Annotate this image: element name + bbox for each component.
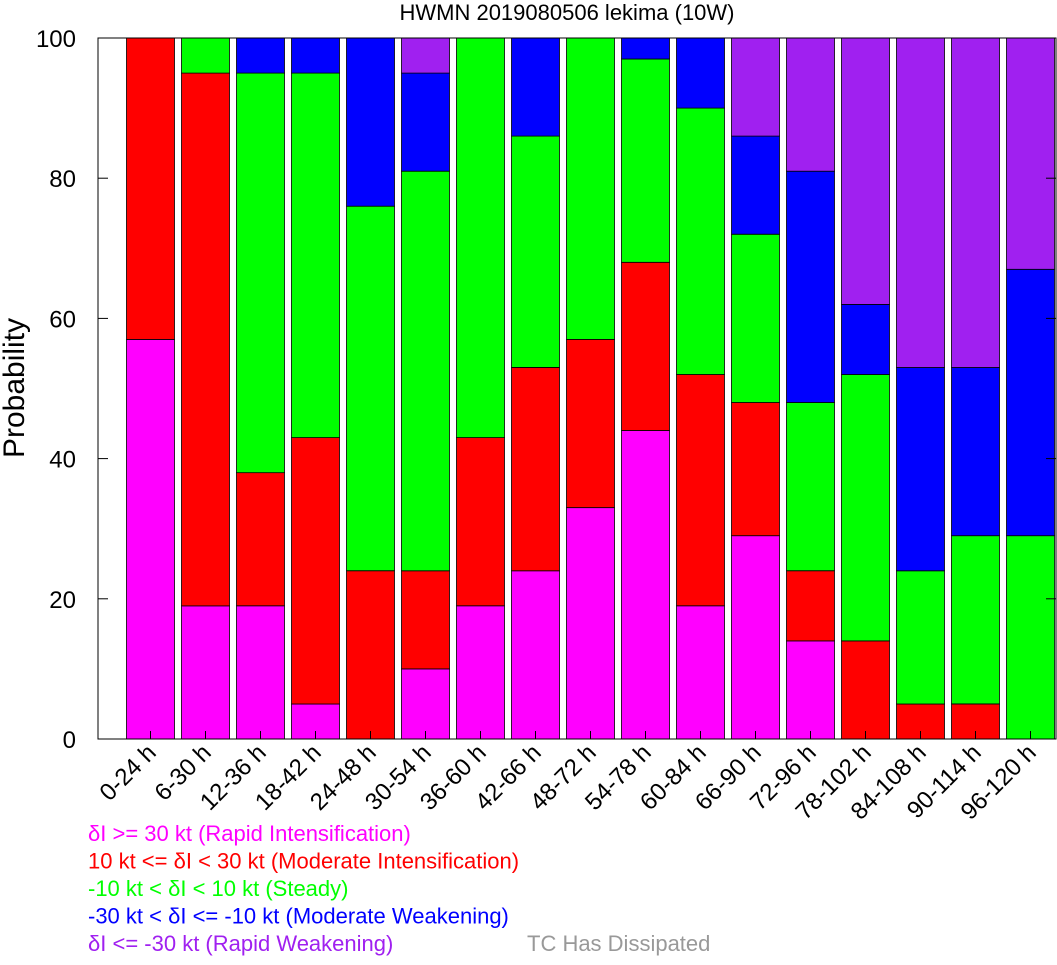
bar-segment [621,37,670,60]
bar-segment [896,367,945,572]
bar-segment [731,233,780,403]
bar-segment [456,37,505,439]
legend-entry-dissipated: TC Has Dissipated [527,931,710,956]
legend-entry: δI <= -30 kt (Rapid Weakening) [88,931,393,956]
bar-segment [951,37,1000,368]
legend: δI >= 30 kt (Rapid Intensification) 10 kt… [88,821,710,956]
bars-group [126,37,1055,740]
bar-segment [181,72,230,607]
bar-segment [291,37,340,74]
bar-segment [621,261,670,431]
y-tick-label: 80 [49,166,76,193]
bar-segment [456,437,505,607]
bar-segment [236,472,285,607]
bar-segment [786,37,835,172]
bar-segment [951,535,1000,705]
x-tick-label: 0-24 h [95,739,162,806]
bar-segment [456,605,505,740]
legend-entry: -10 kt < δI < 10 kt (Steady) [88,876,348,901]
bar-segment [126,37,175,340]
bar-segment [841,374,890,642]
bar-segment [401,170,450,572]
plot-frame [97,37,1057,740]
legend-entry: 10 kt <= δI < 30 kt (Moderate Intensific… [88,849,519,874]
chart-title: HWMN 2019080506 lekima (10W) [399,0,734,25]
bar-segment [566,507,615,740]
y-tick-label: 0 [63,727,76,754]
bar-segment [621,58,670,263]
bar-segment [511,367,560,572]
bar-segment [951,367,1000,537]
bar-segment [786,170,835,403]
bar-segment [346,37,395,207]
legend-entry: δI >= 30 kt (Rapid Intensification) [88,821,411,846]
bar-segment [896,570,945,705]
bar-segment [126,338,175,740]
bar-segment [841,640,890,740]
bar-segment [181,605,230,740]
bar-segment [841,37,890,305]
y-axis-label: Probability [0,318,31,458]
bar-segment [566,37,615,340]
bar-segment [236,37,285,74]
bar-segment [786,402,835,572]
y-tick-label: 20 [49,587,76,614]
bar-segment [511,135,560,368]
bar-segment [1006,535,1055,740]
bar-segment [786,640,835,740]
y-axis-ticks: 0 20 40 60 80 100 [36,26,1056,754]
bar-segment [676,605,725,740]
bar-segment [346,205,395,572]
bar-segment [346,570,395,740]
legend-entry: -30 kt < δI <= -10 kt (Moderate Weakenin… [88,904,509,929]
bar-segment [401,37,450,74]
bar-segment [676,37,725,109]
y-tick-label: 100 [36,26,76,53]
bar-segment [181,37,230,74]
bar-segment [1006,268,1055,537]
bar-segment [731,535,780,740]
bar-segment [236,72,285,474]
bar-segment [291,72,340,438]
bar-segment [511,37,560,137]
bar-segment [291,437,340,705]
bar-segment [236,605,285,740]
bar-segment [511,570,560,740]
y-tick-label: 60 [49,306,76,333]
bar-segment [401,72,450,172]
bar-segment [731,402,780,537]
bar-segment [786,570,835,642]
bar-segment [401,668,450,740]
bar-segment [1006,37,1055,270]
bar-segment [401,570,450,670]
bar-segment [841,303,890,375]
bar-segment [731,135,780,235]
bar-segment [676,374,725,607]
bar-segment [896,37,945,368]
bar-segment [731,37,780,137]
bar-segment [621,430,670,740]
x-axis-tick-labels: 0-24 h6-30 h12-36 h18-42 h24-48 h30-54 h… [95,731,1042,825]
bar-segment [566,338,615,508]
y-tick-label: 40 [49,447,76,474]
bar-segment [676,107,725,375]
